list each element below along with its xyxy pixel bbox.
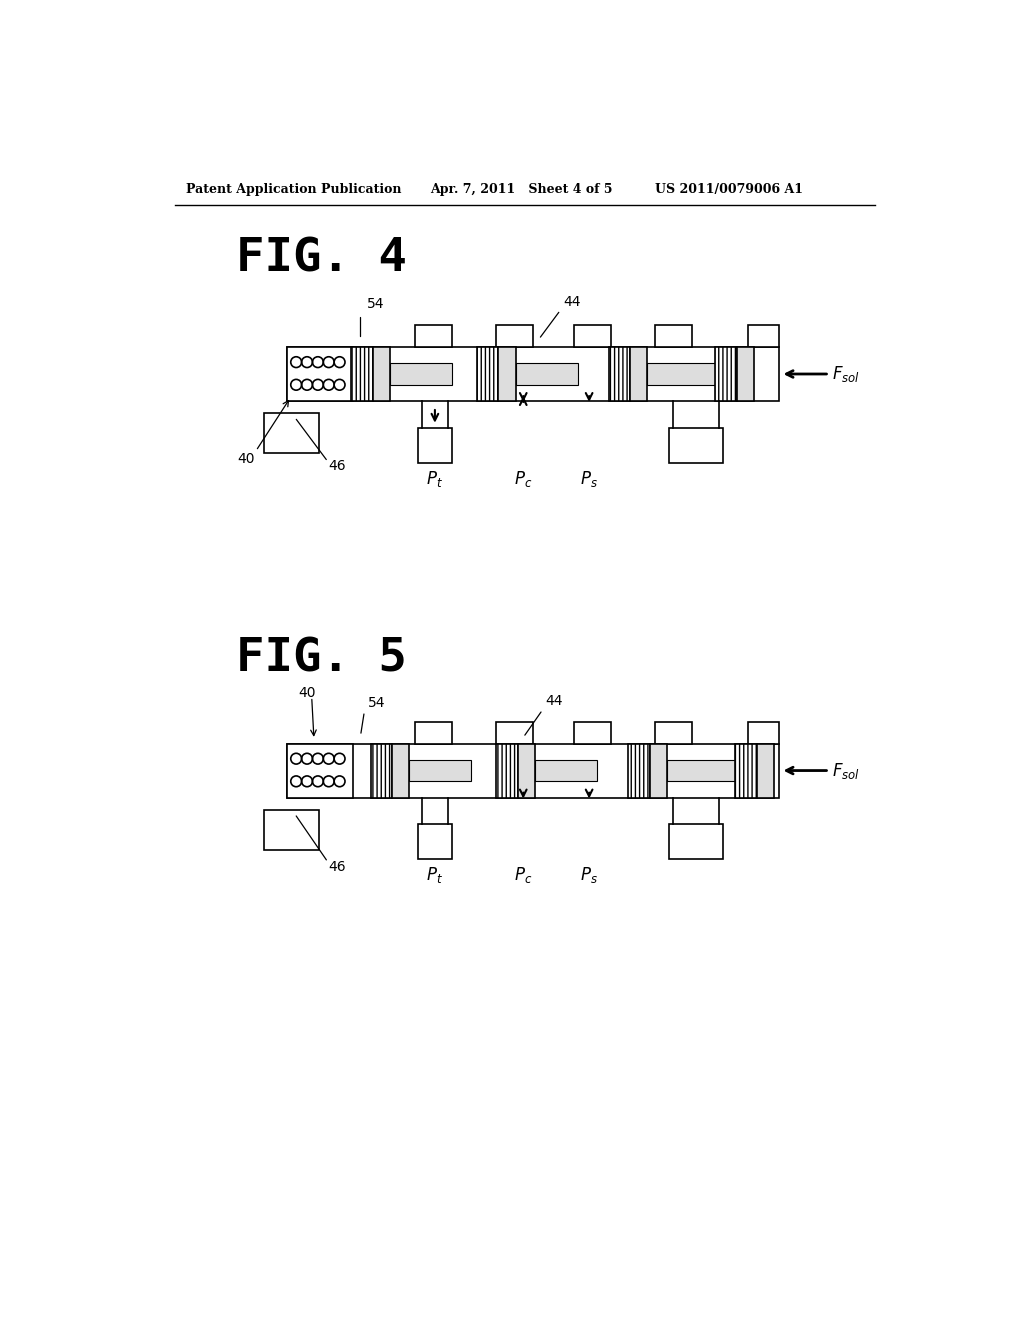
- Bar: [573, 326, 611, 347]
- Bar: [535, 760, 597, 781]
- Bar: [415, 722, 452, 743]
- Bar: [287, 347, 352, 401]
- Bar: [518, 743, 535, 797]
- Bar: [410, 760, 471, 781]
- Text: $P_s$: $P_s$: [581, 469, 598, 488]
- Bar: [371, 743, 392, 797]
- Bar: [647, 363, 732, 385]
- Bar: [287, 743, 779, 797]
- Bar: [390, 363, 452, 385]
- Text: 40: 40: [299, 685, 316, 700]
- Bar: [392, 743, 410, 797]
- Text: 54: 54: [367, 297, 384, 312]
- Bar: [667, 760, 752, 781]
- Bar: [415, 326, 452, 347]
- Bar: [748, 326, 779, 347]
- Bar: [573, 722, 611, 743]
- Text: FIG. 5: FIG. 5: [237, 636, 408, 681]
- Bar: [287, 347, 779, 401]
- Bar: [608, 347, 630, 401]
- Text: $P_s$: $P_s$: [581, 866, 598, 886]
- Bar: [757, 743, 773, 797]
- Bar: [418, 825, 452, 859]
- Bar: [655, 326, 692, 347]
- Text: 44: 44: [545, 694, 562, 708]
- Text: 44: 44: [563, 294, 581, 309]
- Bar: [669, 428, 723, 462]
- Text: $P_t$: $P_t$: [426, 866, 443, 886]
- Text: $\mathit{F}_{sol}$: $\mathit{F}_{sol}$: [831, 364, 859, 384]
- Bar: [263, 413, 319, 453]
- Bar: [655, 722, 692, 743]
- Bar: [669, 825, 723, 859]
- Bar: [735, 743, 757, 797]
- Bar: [373, 347, 390, 401]
- Text: 54: 54: [369, 696, 386, 710]
- Text: 40: 40: [237, 451, 255, 466]
- Text: $P_t$: $P_t$: [426, 469, 443, 488]
- Bar: [515, 363, 578, 385]
- Bar: [351, 347, 373, 401]
- Bar: [499, 347, 515, 401]
- Text: FIG. 4: FIG. 4: [237, 236, 408, 281]
- Bar: [628, 743, 649, 797]
- Text: $P_c$: $P_c$: [514, 866, 532, 886]
- Bar: [496, 743, 518, 797]
- Bar: [496, 722, 534, 743]
- Bar: [716, 347, 737, 401]
- Text: 46: 46: [328, 459, 345, 474]
- Bar: [287, 743, 352, 797]
- Bar: [477, 347, 499, 401]
- Text: $P_c$: $P_c$: [514, 469, 532, 488]
- Text: US 2011/0079006 A1: US 2011/0079006 A1: [655, 182, 803, 195]
- Bar: [649, 743, 667, 797]
- Bar: [418, 428, 452, 462]
- Bar: [630, 347, 647, 401]
- Text: Apr. 7, 2011   Sheet 4 of 5: Apr. 7, 2011 Sheet 4 of 5: [430, 182, 612, 195]
- Bar: [263, 810, 319, 850]
- Bar: [737, 347, 755, 401]
- Text: $\mathit{F}_{sol}$: $\mathit{F}_{sol}$: [831, 760, 859, 780]
- Bar: [496, 326, 534, 347]
- Bar: [748, 722, 779, 743]
- Text: Patent Application Publication: Patent Application Publication: [186, 182, 401, 195]
- Text: 46: 46: [328, 859, 345, 874]
